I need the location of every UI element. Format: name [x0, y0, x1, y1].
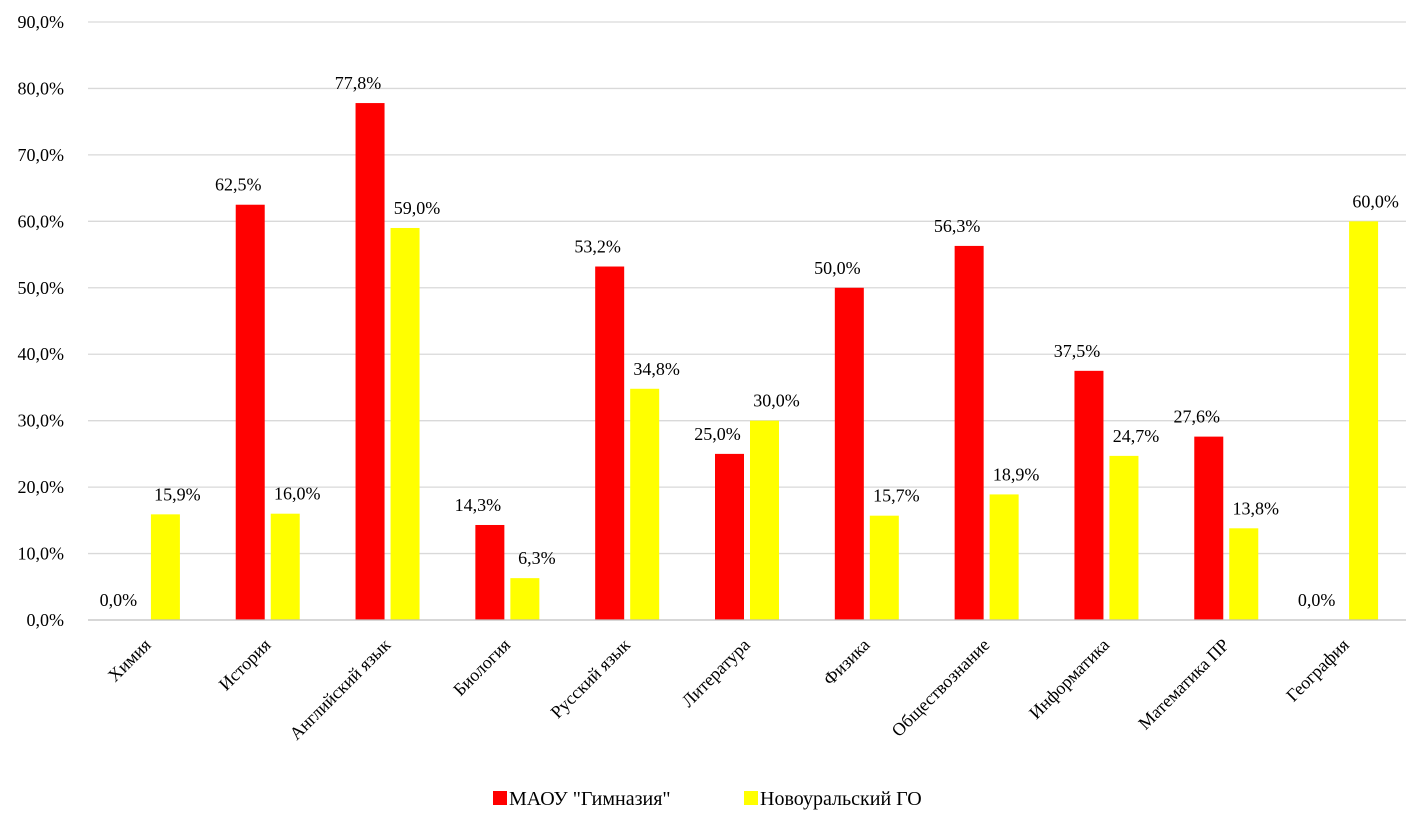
data-label-novouralsk-fizika: 15,7%	[873, 486, 920, 506]
category-label-geografiya: География	[1282, 635, 1353, 706]
category-label-matematika-pr: Математика ПР	[1134, 635, 1233, 734]
category-label-istoriya: История	[215, 635, 275, 695]
data-label-novouralsk-literatura: 30,0%	[753, 391, 800, 411]
data-label-gymnasium-biologiya: 14,3%	[455, 495, 502, 515]
bar-novouralsk-fizika	[869, 515, 899, 620]
data-label-novouralsk-informatika: 24,7%	[1113, 426, 1160, 446]
bar-novouralsk-obshchestvoznanie	[989, 494, 1019, 620]
category-label-informatika: Информатика	[1025, 635, 1113, 723]
category-label-literatura: Литература	[678, 635, 754, 711]
bar-novouralsk-geografiya	[1349, 221, 1379, 621]
y-tick-label: 0,0%	[27, 610, 65, 630]
bar-gymnasium-literatura	[715, 453, 744, 620]
data-label-gymnasium-khimiya: 0,0%	[100, 590, 138, 610]
data-label-gymnasium-fizika: 50,0%	[814, 258, 861, 278]
bar-gymnasium-informatika	[1074, 370, 1104, 620]
y-tick-label: 60,0%	[18, 211, 65, 231]
category-label-biologiya: Биология	[449, 635, 514, 700]
bar-novouralsk-informatika	[1109, 455, 1139, 620]
y-tick-label: 80,0%	[18, 78, 65, 98]
bar-novouralsk-khimiya	[150, 514, 180, 620]
x-axis-category-labels: Химия История Английский язык Биология Русск…	[104, 635, 1353, 744]
y-tick-label: 90,0%	[18, 12, 65, 32]
data-label-gymnasium-russkiy-yazyk: 53,2%	[574, 237, 621, 257]
data-label-gymnasium-angliyskiy-yazyk: 77,8%	[335, 73, 382, 93]
bar-novouralsk-matematika-pr	[1229, 528, 1259, 620]
y-axis-tick-labels: 0,0% 10,0% 20,0% 30,0% 40,0% 50,0% 60,0% 70,0% 8…	[18, 12, 65, 630]
bar-gymnasium-obshchestvoznanie	[954, 245, 984, 620]
bar-gymnasium-biologiya	[475, 524, 505, 620]
y-tick-label: 50,0%	[18, 278, 65, 298]
bar-novouralsk-istoriya	[270, 513, 300, 620]
bar-gymnasium-fizika	[834, 287, 864, 620]
category-label-khimiya: Химия	[104, 635, 155, 686]
bar-novouralsk-biologiya	[510, 578, 540, 620]
legend-label-novouralsk: Новоуральский ГО	[760, 788, 922, 810]
data-label-novouralsk-russkiy-yazyk: 34,8%	[633, 359, 680, 379]
data-label-novouralsk-angliyskiy-yazyk: 59,0%	[394, 198, 441, 218]
data-label-novouralsk-obshchestvoznanie: 18,9%	[993, 464, 1040, 484]
y-tick-label: 40,0%	[18, 344, 65, 364]
legend-swatch-gymnasium	[493, 791, 507, 805]
y-tick-label: 70,0%	[18, 145, 65, 165]
legend: МАОУ "Гимназия" Новоуральский ГО	[493, 788, 922, 810]
bars	[150, 103, 1379, 621]
data-labels: 0,0% 15,9% 62,5% 16,0% 77,8% 59,0% 14,3% 6,3% 53…	[100, 73, 1399, 610]
data-label-gymnasium-geografiya: 0,0%	[1298, 590, 1336, 610]
data-label-novouralsk-khimiya: 15,9%	[154, 484, 201, 504]
data-label-gymnasium-istoriya: 62,5%	[215, 175, 262, 195]
y-tick-label: 30,0%	[18, 411, 65, 431]
data-label-gymnasium-literatura: 25,0%	[694, 424, 741, 444]
gridlines	[88, 21, 1406, 555]
bar-gymnasium-angliyskiy-yazyk	[355, 103, 385, 620]
y-tick-label: 20,0%	[18, 477, 65, 497]
data-label-gymnasium-obshchestvoznanie: 56,3%	[934, 216, 981, 236]
data-label-novouralsk-geografiya: 60,0%	[1352, 191, 1399, 211]
category-label-fizika: Физика	[819, 635, 873, 689]
data-label-gymnasium-matematika-pr: 27,6%	[1174, 407, 1221, 427]
bar-gymnasium-russkiy-yazyk	[595, 266, 625, 620]
y-tick-label: 10,0%	[18, 544, 65, 564]
data-label-novouralsk-istoriya: 16,0%	[274, 484, 321, 504]
legend-swatch-novouralsk	[744, 791, 758, 805]
category-label-russkiy-yazyk: Русский язык	[547, 635, 635, 723]
bar-gymnasium-matematika-pr	[1194, 436, 1224, 620]
category-label-angliyskiy-yazyk: Английский язык	[285, 635, 394, 744]
bar-novouralsk-russkiy-yazyk	[630, 388, 660, 620]
bar-novouralsk-literatura	[750, 420, 779, 620]
data-label-novouralsk-biologiya: 6,3%	[518, 548, 556, 568]
data-label-gymnasium-informatika: 37,5%	[1054, 341, 1101, 361]
bar-gymnasium-istoriya	[235, 204, 265, 620]
legend-label-gymnasium: МАОУ "Гимназия"	[509, 788, 671, 810]
category-label-obshchestvoznanie: Обществознание	[888, 635, 994, 741]
data-label-novouralsk-matematika-pr: 13,8%	[1233, 498, 1280, 518]
bar-novouralsk-angliyskiy-yazyk	[390, 227, 420, 620]
